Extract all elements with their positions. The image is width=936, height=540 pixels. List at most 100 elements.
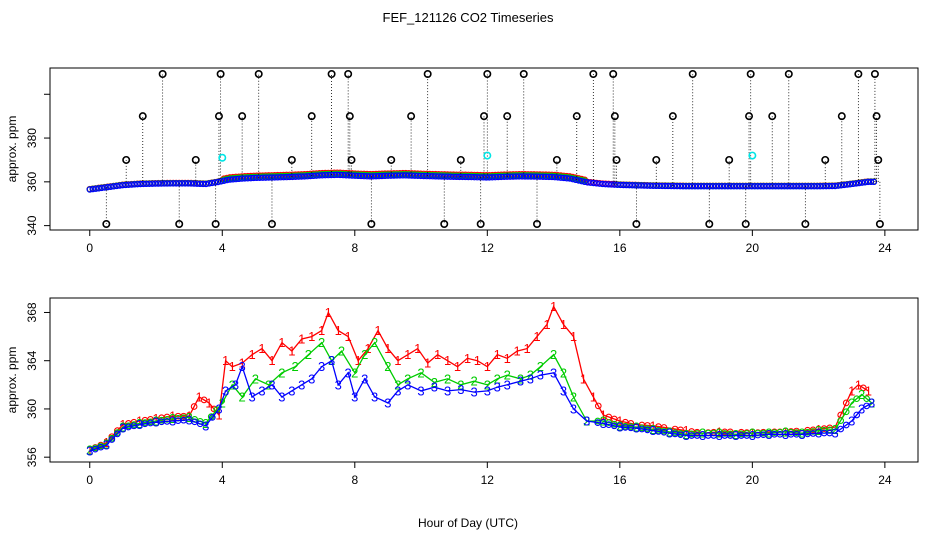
- cyan-point: [218, 153, 227, 162]
- series-marker-3: 3: [345, 365, 352, 380]
- series-point-1: [859, 384, 867, 392]
- series-point-1: [190, 403, 198, 410]
- data-point-3: [503, 173, 511, 180]
- spike-point: [327, 70, 336, 79]
- data-point-3: [384, 172, 392, 179]
- data-point-3: [262, 174, 269, 181]
- spike-point: [483, 70, 492, 79]
- series-marker-1: 1: [215, 407, 222, 422]
- data-point-3: [772, 183, 779, 190]
- series-marker-3: 3: [371, 389, 378, 404]
- series-point-3: [627, 424, 635, 432]
- series-marker-3: 3: [169, 414, 176, 429]
- data-point-3: [253, 174, 260, 182]
- series-marker-1: 1: [649, 418, 656, 433]
- spike-point: [503, 112, 512, 121]
- series-marker-1: 1: [414, 341, 421, 356]
- series-point-3: [826, 429, 834, 437]
- series-point-3: [610, 422, 618, 430]
- x-tick-label: 20: [746, 241, 760, 255]
- data-point-3: [775, 183, 782, 190]
- series-marker-2: 2: [305, 347, 312, 362]
- data-point-3: [706, 183, 714, 190]
- data-point-3: [858, 179, 866, 186]
- data-point-3: [548, 173, 556, 181]
- data-point-3: [319, 172, 326, 179]
- data-point-3: [828, 182, 836, 190]
- series-point-3: [760, 431, 767, 439]
- series-marker-1: 1: [318, 323, 325, 338]
- data-point-3: [477, 174, 484, 181]
- data-point-3: [393, 172, 401, 179]
- data-point-3: [214, 178, 222, 186]
- data-point-3: [450, 173, 457, 180]
- series-marker-3: 3: [103, 438, 110, 453]
- data-point-3: [846, 181, 854, 188]
- spike-point: [122, 155, 131, 164]
- spike-point: [191, 155, 200, 164]
- spike-point: [476, 220, 485, 229]
- data-point-3: [420, 172, 427, 180]
- data-point-3: [769, 183, 776, 190]
- series-point-1: [677, 426, 684, 434]
- data-point-3: [396, 172, 404, 179]
- series-marker-1: 1: [560, 317, 567, 332]
- series-marker-3: 3: [232, 377, 239, 392]
- series-marker-3: 3: [537, 368, 544, 383]
- series-point-3: [726, 432, 734, 439]
- series-point-3: [644, 426, 651, 434]
- data-point-3: [372, 172, 380, 180]
- data-point-3: [817, 182, 824, 190]
- series-point-3: [180, 416, 187, 424]
- series-marker-2: 2: [633, 420, 640, 435]
- data-point-3: [322, 171, 329, 179]
- data-point-3: [334, 171, 341, 179]
- x-tick-label: 0: [86, 241, 93, 255]
- data-point-3: [104, 183, 111, 191]
- series-marker-2: 2: [431, 375, 438, 390]
- series-marker-1: 1: [454, 359, 461, 374]
- spike-point: [238, 112, 247, 121]
- data-point-3: [501, 173, 508, 180]
- data-point-3: [208, 179, 216, 187]
- spike-point: [610, 112, 619, 121]
- data-point-3: [855, 179, 863, 187]
- data-point-3: [113, 182, 120, 190]
- data-point-3: [187, 180, 195, 187]
- data-point-3: [95, 185, 102, 192]
- series-marker-2: 2: [560, 365, 567, 380]
- series-point-3: [776, 430, 784, 438]
- data-point-3: [92, 185, 99, 192]
- x-tick-label: 8: [351, 473, 358, 487]
- data-point-3: [554, 174, 562, 181]
- series-marker-1: 1: [533, 329, 540, 344]
- data-point-3: [250, 174, 257, 182]
- data-point-3: [453, 173, 460, 181]
- data-point-3: [820, 182, 827, 190]
- series-marker-3: 3: [258, 383, 265, 398]
- spike-point: [158, 70, 167, 79]
- data-point-3: [137, 180, 144, 188]
- data-point-3: [521, 173, 529, 180]
- data-point-3: [489, 174, 496, 181]
- series-marker-1: 1: [600, 407, 607, 422]
- spike-point: [874, 155, 883, 164]
- x-tick-label: 16: [613, 241, 627, 255]
- series-marker-1: 1: [205, 395, 212, 410]
- series-marker-3: 3: [288, 383, 295, 398]
- data-point-3: [512, 173, 520, 180]
- data-point-3: [781, 183, 788, 190]
- data-point-3: [292, 173, 299, 180]
- x-tick-label: 4: [219, 473, 226, 487]
- x-tick-label: 4: [219, 241, 226, 255]
- series-marker-1: 1: [229, 359, 236, 374]
- data-point-3: [211, 179, 219, 186]
- series-marker-1: 1: [288, 344, 295, 359]
- data-point-3: [849, 180, 857, 188]
- data-point-3: [509, 173, 517, 180]
- data-point-3: [155, 180, 162, 187]
- data-point-3: [131, 181, 138, 188]
- data-point-3: [629, 182, 636, 189]
- series-marker-2: 2: [278, 365, 285, 380]
